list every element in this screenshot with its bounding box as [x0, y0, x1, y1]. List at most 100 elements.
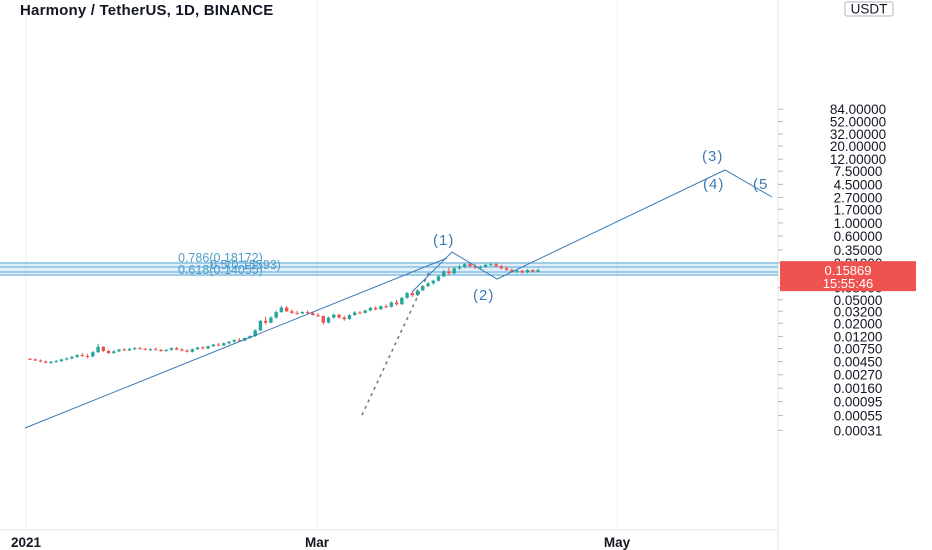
candle [400, 296, 404, 305]
candle [494, 262, 498, 268]
candle [290, 309, 294, 314]
candle [452, 266, 456, 275]
candle [536, 268, 540, 272]
y-tick-label: 0.35000 [834, 243, 883, 258]
candle [520, 269, 524, 274]
currency-label: USDT [851, 2, 888, 17]
candle [499, 264, 504, 270]
candle-body [180, 349, 184, 351]
candle-body [38, 360, 43, 362]
candle [483, 263, 488, 268]
candle-body [473, 266, 477, 268]
candle-body [75, 355, 79, 357]
candle [232, 339, 236, 343]
candle-body [122, 349, 126, 351]
candle [284, 306, 289, 313]
y-tick-label: 20.00000 [830, 139, 886, 154]
candle-body [326, 317, 331, 323]
time-axis[interactable]: 2021 Mar May [11, 535, 631, 550]
candle-body [379, 306, 383, 310]
candle-body [59, 359, 64, 362]
candle-body [185, 350, 189, 352]
candle-body [457, 266, 462, 269]
candle-body [117, 349, 121, 352]
candle [358, 310, 362, 315]
candle [49, 361, 53, 364]
candle-body [112, 351, 116, 353]
candle-body [358, 312, 362, 314]
candle [342, 315, 346, 321]
candle-body [64, 358, 69, 360]
candle-body [96, 346, 100, 353]
trend-drawings[interactable]: (1) (2) (3) (4) (5 [24, 148, 773, 429]
wave-label: (2) [473, 287, 494, 304]
candle [462, 262, 467, 269]
last-price-tag [780, 261, 916, 292]
fib-level-label: 0.618(0.14055) [178, 263, 263, 277]
candle-body [190, 349, 195, 352]
candle [148, 348, 153, 352]
candle-body [504, 268, 509, 270]
candle [75, 354, 79, 358]
candle-body [468, 264, 472, 267]
candle [174, 346, 179, 351]
candle [332, 313, 336, 319]
candle [326, 316, 331, 324]
candle-body [337, 314, 341, 318]
candle [415, 289, 420, 296]
candle-body [531, 269, 535, 272]
fib-retracement[interactable]: 0.786(0.18172)0.5(0.15593)0.618(0.14055) [0, 251, 778, 277]
candle-body [284, 307, 289, 312]
y-tick-label: 2.70000 [834, 190, 883, 205]
countdown-label: 15:55:46 [823, 276, 874, 291]
candle [337, 313, 341, 319]
candle [59, 358, 64, 363]
candle [28, 357, 32, 360]
candle [54, 359, 58, 363]
y-tick-label: 0.05000 [834, 293, 883, 308]
candle-body [515, 270, 519, 272]
candle [373, 306, 378, 311]
candle-body [201, 347, 205, 349]
candle [274, 310, 278, 319]
candle [237, 338, 242, 342]
candle [457, 264, 462, 270]
candle-body [80, 355, 85, 357]
y-tick-label: 0.01200 [834, 329, 883, 344]
candle-body [106, 351, 111, 353]
candle [515, 269, 519, 274]
candle-body [462, 264, 467, 267]
candle-body [489, 264, 493, 266]
candle-body [127, 348, 132, 351]
candle [269, 316, 273, 324]
fib-level-label: 0.786(0.18172) [178, 251, 263, 265]
y-tick-label: 0.00095 [834, 395, 883, 410]
candle [525, 269, 530, 274]
candle-body [415, 290, 420, 296]
candle [321, 315, 325, 325]
candle-body [394, 302, 399, 305]
candle-body [153, 349, 158, 351]
candle-body [431, 280, 435, 284]
candle-body [174, 348, 179, 350]
candle-body [54, 361, 58, 363]
candle [442, 269, 446, 278]
candle [263, 316, 268, 325]
fib-level-label: 0.5(0.15593) [210, 258, 281, 272]
candle [70, 355, 74, 360]
candle-body [363, 310, 367, 313]
candle [185, 349, 189, 353]
candle [447, 267, 451, 276]
candle-body [436, 276, 441, 281]
y-tick-label: 0.00450 [834, 355, 883, 370]
candle [431, 279, 435, 285]
candle-body [316, 315, 320, 317]
candle-body [410, 293, 415, 296]
candle-body [222, 343, 226, 346]
candle-body [321, 316, 325, 323]
candle [504, 266, 509, 271]
candle-body [164, 349, 168, 352]
price-axis[interactable]: 84.0000052.0000032.0000020.0000012.00000… [778, 1, 916, 439]
candle [311, 312, 315, 316]
